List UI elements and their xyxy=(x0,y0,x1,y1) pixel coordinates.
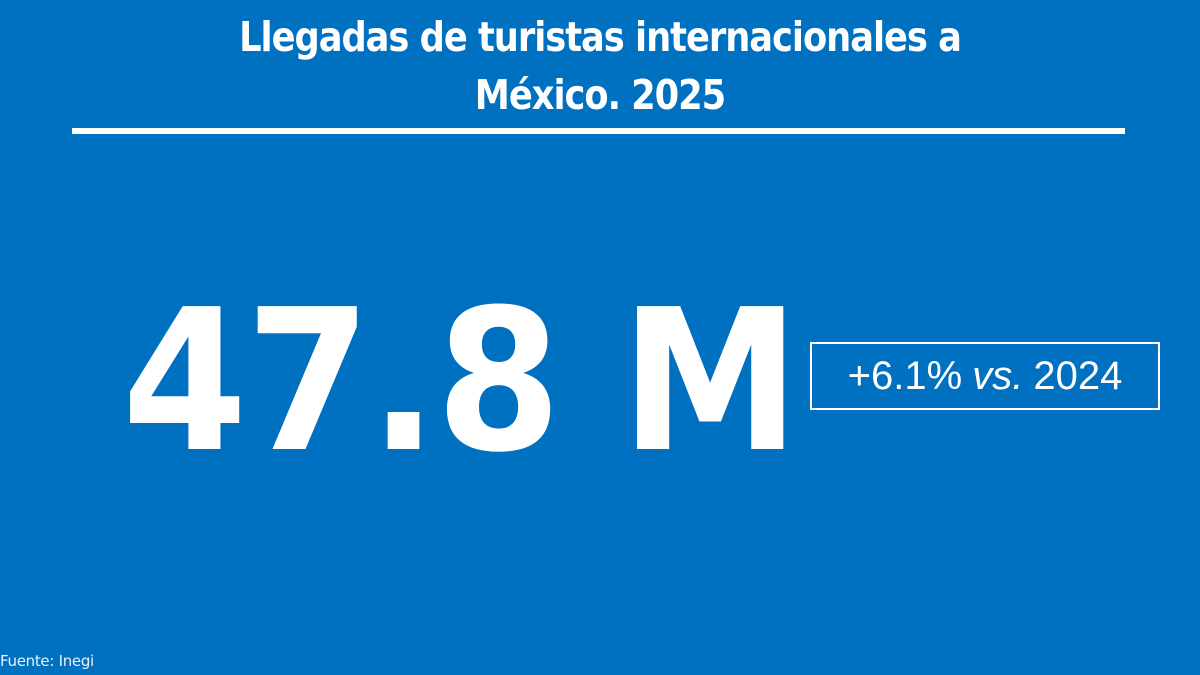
change-compare-year: 2024 xyxy=(1033,353,1123,398)
page-title: Llegadas de turistas internacionales a M… xyxy=(84,8,1116,124)
title-line-1: Llegadas de turistas internacionales a xyxy=(239,13,962,61)
change-vs-label: vs. xyxy=(972,353,1024,398)
change-percent: +6.1% xyxy=(847,353,963,398)
title-divider xyxy=(72,128,1125,134)
arrivals-value: 47.8 M xyxy=(122,268,800,496)
source-note: Fuente: Inegi xyxy=(0,652,94,670)
change-badge: +6.1% vs. 2024 xyxy=(810,342,1160,410)
title-line-2: México. 2025 xyxy=(474,71,726,119)
